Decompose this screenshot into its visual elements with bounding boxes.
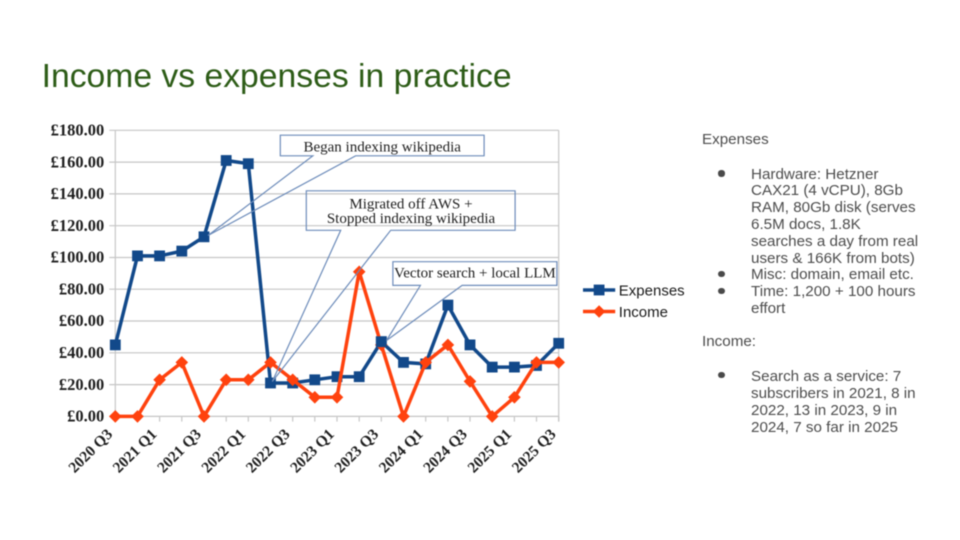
svg-text:£40.00: £40.00 <box>59 343 104 362</box>
svg-text:2025 Q1: 2025 Q1 <box>465 426 516 477</box>
svg-text:£20.00: £20.00 <box>59 375 104 394</box>
svg-text:£100.00: £100.00 <box>51 248 105 267</box>
svg-text:£80.00: £80.00 <box>59 279 104 298</box>
svg-text:£0.00: £0.00 <box>67 407 104 426</box>
svg-text:2025 Q3: 2025 Q3 <box>509 426 560 477</box>
svg-text:2022 Q3: 2022 Q3 <box>243 426 294 477</box>
svg-text:Vector search + local LLM: Vector search + local LLM <box>394 266 556 282</box>
svg-text:Income: Income <box>619 304 668 321</box>
svg-text:2020 Q3: 2020 Q3 <box>65 426 116 477</box>
svg-text:2021 Q1: 2021 Q1 <box>110 426 161 477</box>
svg-text:Stopped indexing wikipedia: Stopped indexing wikipedia <box>327 211 496 227</box>
svg-text:2021 Q3: 2021 Q3 <box>154 426 205 477</box>
svg-text:2024 Q1: 2024 Q1 <box>376 426 427 477</box>
svg-text:2022 Q1: 2022 Q1 <box>198 426 249 477</box>
svg-text:£60.00: £60.00 <box>59 311 104 330</box>
svg-text:2024 Q3: 2024 Q3 <box>420 426 471 477</box>
svg-text:Migrated off AWS +: Migrated off AWS + <box>349 196 472 212</box>
svg-text:£180.00: £180.00 <box>51 121 105 140</box>
svg-text:2023 Q1: 2023 Q1 <box>287 426 338 477</box>
svg-text:Began indexing wikipedia: Began indexing wikipedia <box>303 139 461 155</box>
svg-text:Expenses: Expenses <box>619 282 685 299</box>
svg-text:£160.00: £160.00 <box>51 152 105 171</box>
svg-text:£140.00: £140.00 <box>51 184 105 203</box>
svg-text:2023 Q3: 2023 Q3 <box>331 426 382 477</box>
svg-text:£120.00: £120.00 <box>51 216 105 235</box>
